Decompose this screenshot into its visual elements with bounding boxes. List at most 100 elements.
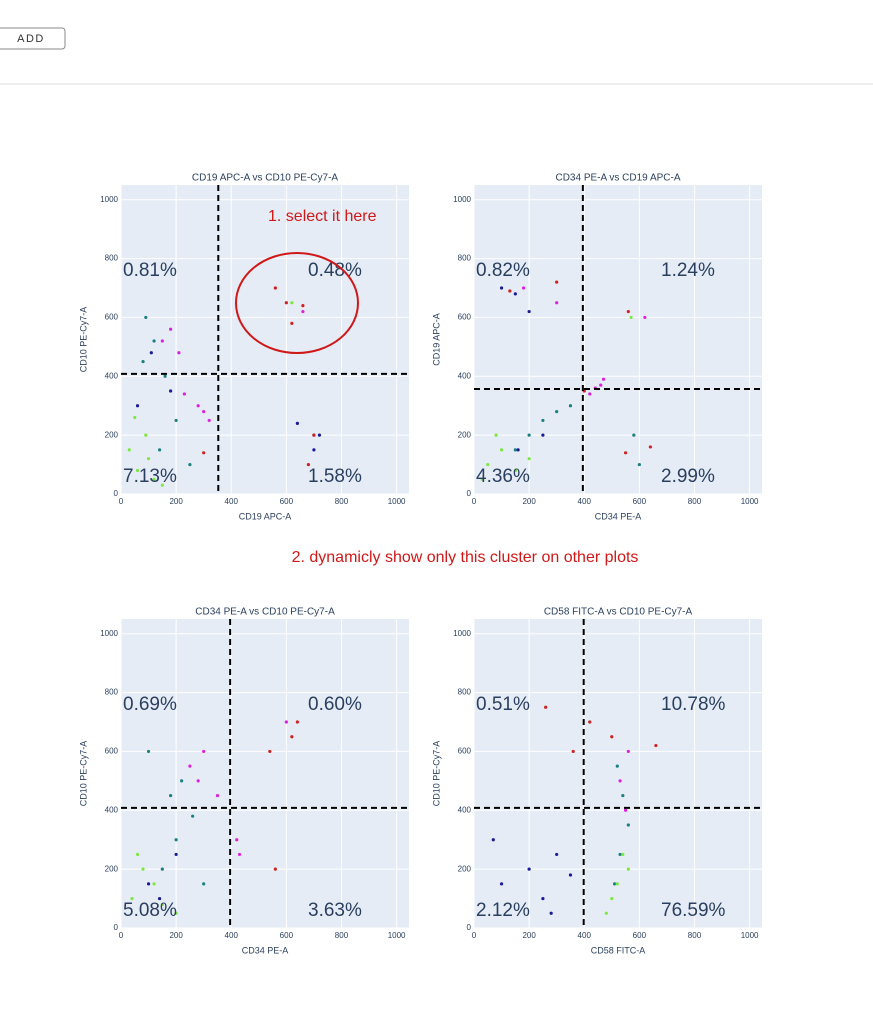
point	[268, 749, 272, 754]
quadrant-label: 2.99%	[661, 466, 715, 487]
point	[513, 468, 517, 473]
point	[516, 448, 520, 452]
point	[160, 483, 164, 487]
point	[626, 867, 630, 871]
point	[499, 286, 504, 290]
point	[621, 793, 625, 798]
point	[169, 327, 173, 331]
y-tick-label: 600	[105, 747, 119, 756]
point	[571, 749, 575, 754]
annotation: 1. select it here	[268, 208, 377, 225]
y-tick-label: 1000	[100, 629, 118, 638]
quadrant-label: 0.60%	[308, 694, 362, 715]
point	[491, 838, 495, 842]
x-tick-label: 800	[688, 497, 702, 506]
point	[135, 852, 140, 857]
selection-circle	[235, 252, 359, 354]
point	[626, 823, 630, 827]
point	[196, 404, 200, 408]
point	[207, 418, 211, 423]
point	[486, 462, 490, 467]
plot-area	[121, 185, 409, 494]
point	[135, 404, 140, 408]
point	[629, 315, 633, 320]
x-axis-title: CD58 FITC-A	[591, 945, 646, 955]
point	[601, 377, 606, 381]
plot-area	[121, 619, 409, 928]
x-tick-label: 1000	[388, 497, 406, 506]
point	[157, 896, 162, 901]
quadrant-label: 0.82%	[476, 260, 530, 281]
y-tick-label: 400	[105, 371, 119, 380]
point	[160, 339, 164, 343]
annotation: 2. dynamicly show only this cluster on o…	[292, 549, 639, 566]
x-tick-label: 0	[119, 497, 124, 506]
add-button-label[interactable]: ADD	[17, 33, 45, 45]
point	[188, 462, 192, 467]
chart-title: CD19 APC-A vs CD10 PE-Cy7-A	[192, 173, 338, 184]
point	[188, 764, 192, 768]
point	[180, 779, 184, 783]
point	[160, 867, 164, 871]
point	[312, 433, 316, 437]
point	[202, 749, 206, 754]
y-tick-label: 1000	[453, 629, 471, 638]
point	[555, 280, 559, 284]
point	[133, 415, 137, 420]
y-tick-label: 800	[458, 688, 472, 697]
point	[135, 468, 140, 473]
y-tick-label: 200	[458, 864, 472, 873]
quadrant-label: 76.59%	[661, 900, 726, 921]
quadrant-label: 1.58%	[308, 466, 362, 487]
x-tick-label: 800	[335, 497, 349, 506]
point	[301, 309, 305, 314]
point	[202, 451, 206, 455]
point	[284, 301, 288, 305]
point	[174, 418, 178, 423]
point	[623, 451, 628, 455]
y-tick-label: 200	[458, 430, 472, 439]
point	[637, 462, 641, 467]
point	[174, 911, 178, 915]
point	[494, 433, 498, 437]
x-tick-label: 0	[472, 497, 477, 506]
x-tick-label: 400	[578, 497, 592, 506]
point	[604, 911, 608, 915]
point	[499, 448, 504, 452]
point	[610, 735, 614, 739]
x-tick-label: 0	[472, 931, 477, 940]
points	[127, 286, 322, 487]
y-tick-label: 800	[458, 254, 472, 263]
point	[541, 418, 545, 423]
point	[182, 392, 186, 396]
point	[127, 448, 131, 452]
quadrant-label: 3.63%	[308, 900, 362, 921]
point	[555, 852, 559, 857]
point	[654, 743, 658, 748]
point	[568, 404, 573, 408]
point	[141, 867, 145, 871]
point	[301, 304, 305, 308]
plot-area	[474, 619, 762, 928]
point	[130, 896, 134, 901]
add-button[interactable]	[0, 27, 66, 50]
point	[163, 374, 167, 378]
point	[146, 882, 151, 886]
point	[152, 477, 156, 481]
x-tick-label: 200	[522, 497, 536, 506]
x-tick-label: 0	[119, 931, 124, 940]
point	[555, 301, 559, 305]
point	[522, 286, 526, 290]
x-axis-title: CD34 PE-A	[595, 511, 642, 521]
points	[130, 720, 299, 915]
point	[146, 457, 151, 461]
point	[295, 421, 299, 425]
quadrant-label: 10.78%	[661, 694, 726, 715]
y-tick-label: 0	[114, 923, 119, 932]
x-tick-label: 600	[280, 931, 294, 940]
x-tick-label: 600	[633, 497, 647, 506]
point	[555, 410, 559, 414]
point	[306, 462, 311, 467]
